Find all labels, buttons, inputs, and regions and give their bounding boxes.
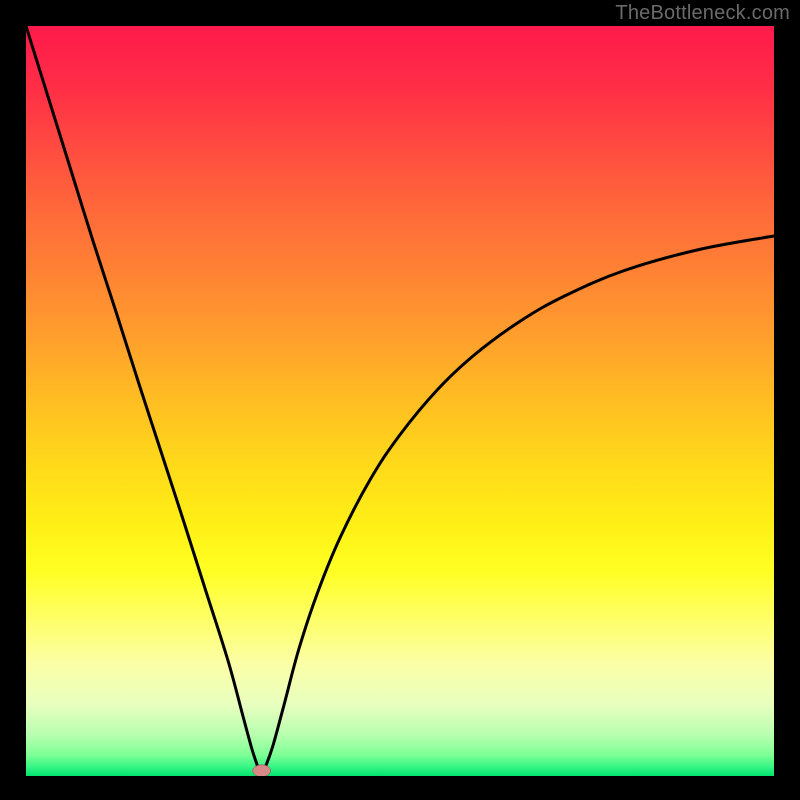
optimal-point-marker: [253, 765, 271, 776]
watermark-label: TheBottleneck.com: [615, 2, 790, 25]
bottleneck-chart: [26, 26, 774, 776]
chart-container: TheBottleneck.com: [0, 0, 800, 800]
plot-area: [26, 26, 774, 776]
gradient-background: [26, 26, 774, 776]
